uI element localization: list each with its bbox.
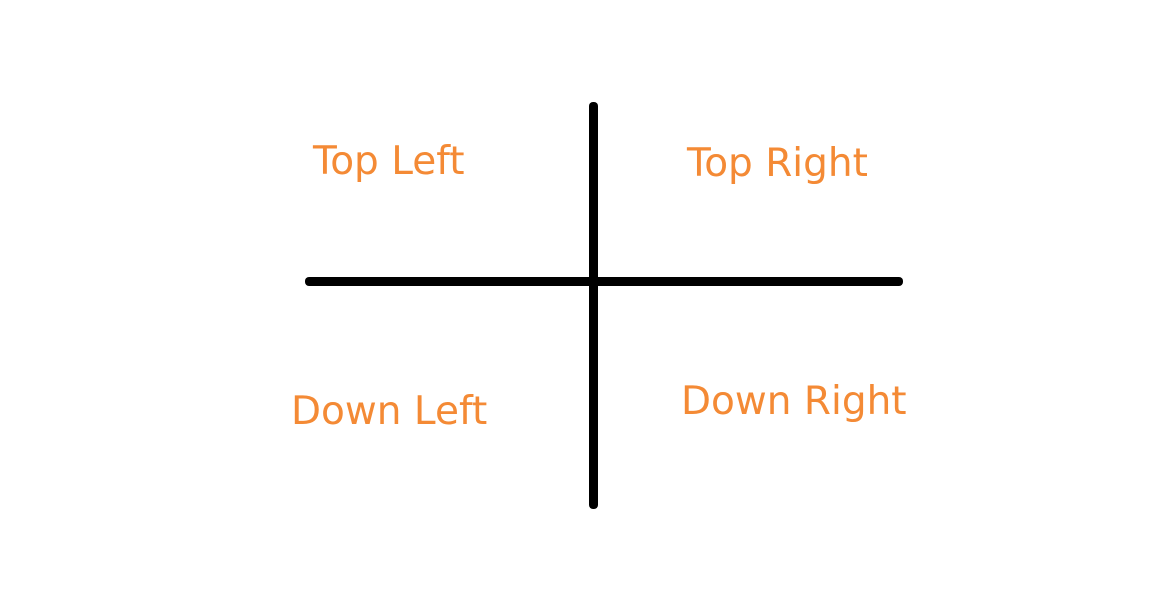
top-left-label: Top Left	[313, 139, 465, 184]
down-right-label: Down Right	[681, 379, 907, 424]
vertical-axis-line	[589, 102, 598, 509]
horizontal-axis-line	[305, 277, 903, 286]
top-right-label: Top Right	[687, 141, 868, 186]
down-left-label: Down Left	[291, 389, 488, 434]
